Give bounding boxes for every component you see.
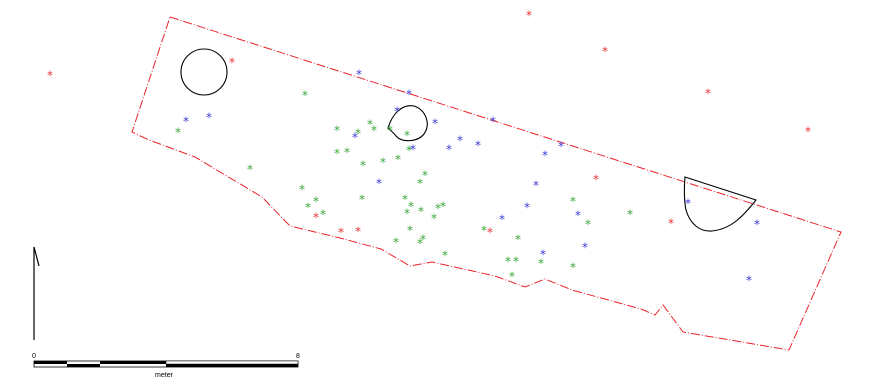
green-find-marker: * [367, 118, 373, 132]
site-boundary [131, 16, 842, 351]
green-find-marker: * [442, 249, 448, 263]
blue-find-marker: * [457, 134, 463, 148]
blue-find-marker: * [410, 143, 416, 157]
green-find-marker: * [299, 183, 305, 197]
blue-find-marker: * [685, 197, 691, 211]
blue-markers: *** * ***** *** *** ********* [183, 68, 760, 288]
green-find-marker: * [417, 237, 423, 251]
red-find-marker: * [526, 9, 532, 23]
north-arrow-icon [33, 246, 40, 340]
blue-find-marker: * [575, 209, 581, 223]
green-find-marker: * [305, 201, 311, 215]
blue-find-marker: * [376, 177, 382, 191]
green-find-marker: * [387, 124, 393, 138]
blue-find-marker: * [542, 149, 548, 163]
blue-find-marker: * [754, 218, 760, 232]
green-find-marker: * [359, 193, 365, 207]
blue-find-marker: * [406, 88, 412, 102]
blue-find-marker: * [582, 241, 588, 255]
green-find-marker: * [380, 156, 386, 170]
scale-bar: 0 8 meter [32, 353, 300, 379]
green-find-marker: * [440, 200, 446, 214]
scale-end-label: 8 [296, 353, 300, 360]
blue-find-marker: * [206, 111, 212, 125]
green-find-marker: * [320, 208, 326, 222]
blue-find-marker: * [746, 274, 752, 288]
red-find-marker: * [338, 226, 344, 240]
red-find-marker: * [602, 45, 608, 59]
green-find-marker: * [406, 144, 412, 158]
red-markers: ********* * ** [47, 9, 811, 240]
green-find-marker: * [420, 233, 426, 247]
red-find-marker: * [47, 69, 53, 83]
green-find-marker: * [435, 202, 441, 216]
green-find-marker: * [515, 233, 521, 247]
green-find-marker: * [371, 124, 377, 138]
green-find-marker: * [538, 257, 544, 271]
green-find-marker: * [355, 127, 361, 141]
green-find-marker: * [402, 193, 408, 207]
green-find-marker: * [313, 195, 319, 209]
green-find-marker: * [481, 224, 487, 238]
green-find-marker: * [585, 218, 591, 232]
green-find-marker: * [408, 200, 414, 214]
red-find-marker: * [355, 225, 361, 239]
green-find-marker: * [513, 255, 519, 269]
green-find-marker: * [393, 236, 399, 250]
pit-feature-1 [180, 48, 228, 96]
green-find-marker: * [417, 177, 423, 191]
green-find-marker: * [302, 89, 308, 103]
blue-find-marker: * [499, 213, 505, 227]
blue-find-marker: * [183, 115, 189, 129]
blue-find-marker: * [533, 179, 539, 193]
green-find-marker: * [344, 146, 350, 160]
blue-find-marker: * [524, 201, 530, 215]
green-markers: ** * *** * ** ** * ***** ***** * ** * * ********** * **… [175, 89, 633, 284]
green-find-marker: * [407, 224, 413, 238]
green-find-marker: * [570, 195, 576, 209]
red-find-marker: * [805, 125, 811, 139]
blue-find-marker: * [356, 68, 362, 82]
red-find-marker: * [487, 226, 493, 240]
red-find-marker: * [705, 87, 711, 101]
green-find-marker: * [247, 163, 253, 177]
green-find-marker: * [175, 126, 181, 140]
blue-find-marker: * [475, 139, 481, 153]
pit-feature-2 [387, 105, 428, 142]
green-find-marker: * [360, 159, 366, 173]
red-find-marker: * [229, 56, 235, 70]
green-find-marker: * [334, 147, 340, 161]
green-find-marker: * [509, 270, 515, 284]
blue-find-marker: * [446, 143, 452, 157]
green-find-marker: * [627, 208, 633, 222]
green-find-marker: * [404, 207, 410, 221]
green-find-marker: * [404, 129, 410, 143]
blue-find-marker: * [432, 117, 438, 131]
blue-find-marker: * [394, 105, 400, 119]
blue-find-marker: * [540, 248, 546, 262]
blue-find-marker: * [558, 140, 564, 154]
green-find-marker: * [334, 124, 340, 138]
green-find-marker: * [418, 205, 424, 219]
red-find-marker: * [313, 211, 319, 225]
scale-start-label: 0 [32, 353, 36, 360]
pit-feature-3 [683, 176, 757, 232]
blue-find-marker: * [352, 131, 358, 145]
red-find-marker: * [668, 217, 674, 231]
blue-find-marker: * [490, 115, 496, 129]
green-find-marker: * [431, 212, 437, 226]
scale-unit-label: meter [155, 372, 174, 379]
green-find-marker: * [505, 255, 511, 269]
red-find-marker: * [593, 173, 599, 187]
green-find-marker: * [422, 169, 428, 183]
green-find-marker: * [395, 153, 401, 167]
green-find-marker: * [570, 261, 576, 275]
